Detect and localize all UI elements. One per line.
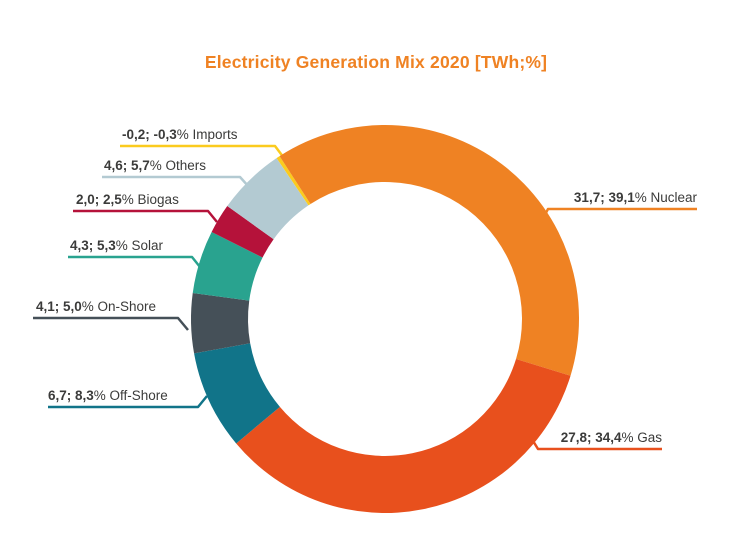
segment-label-others: 4,6; 5,7% Others xyxy=(104,158,206,174)
segment-offshore xyxy=(194,343,280,444)
segment-name: % Imports xyxy=(176,127,238,142)
segment-name: % Gas xyxy=(621,430,662,445)
segment-gas xyxy=(236,359,571,513)
segment-label-nuclear: 31,7; 39,1% Nuclear xyxy=(574,190,697,206)
segment-label-biogas: 2,0; 2,5% Biogas xyxy=(76,192,179,208)
leader-line-onshore xyxy=(33,316,189,331)
segment-value: 6,7; 8,3 xyxy=(48,388,94,403)
segment-value: 4,6; 5,7 xyxy=(104,158,150,173)
leader-line-nuclear xyxy=(539,207,697,223)
segment-value: -0,2; -0,3 xyxy=(122,127,177,142)
segment-biogas xyxy=(211,206,274,258)
segment-imports xyxy=(276,156,311,206)
leader-line-solar xyxy=(68,255,201,268)
segment-label-solar: 4,3; 5,3% Solar xyxy=(70,238,163,254)
segment-value: 4,1; 5,0 xyxy=(36,299,82,314)
leader-line-imports xyxy=(120,144,285,159)
leader-line-offshore xyxy=(48,395,208,409)
segment-name: % On-Shore xyxy=(81,299,157,314)
segment-nuclear xyxy=(279,124,580,376)
leader-line-others xyxy=(102,175,250,188)
segment-label-offshore: 6,7; 8,3% Off-Shore xyxy=(48,388,168,404)
segment-name: % Nuclear xyxy=(634,190,697,205)
segment-value: 31,7; 39,1 xyxy=(573,190,635,205)
segment-value: 27,8; 34,4 xyxy=(560,430,622,445)
segment-name: % Off-Shore xyxy=(93,388,168,403)
segment-solar xyxy=(192,231,263,301)
segment-name: % Others xyxy=(149,158,207,173)
leader-line-biogas xyxy=(73,209,218,223)
segment-others xyxy=(227,158,309,240)
segment-label-gas: 27,8; 34,4% Gas xyxy=(561,430,662,446)
segment-name: % Solar xyxy=(115,238,164,253)
segment-label-imports: -0,2; -0,3% Imports xyxy=(122,127,238,143)
leader-line-gas xyxy=(528,435,662,451)
chart-title: Electricity Generation Mix 2020 [TWh;%] xyxy=(204,52,548,72)
segment-value: 2,0; 2,5 xyxy=(76,192,122,207)
segment-name: % Biogas xyxy=(121,192,179,207)
segment-value: 4,3; 5,3 xyxy=(70,238,116,253)
segment-label-onshore: 4,1; 5,0% On-Shore xyxy=(36,299,156,315)
segment-onshore xyxy=(190,293,251,354)
